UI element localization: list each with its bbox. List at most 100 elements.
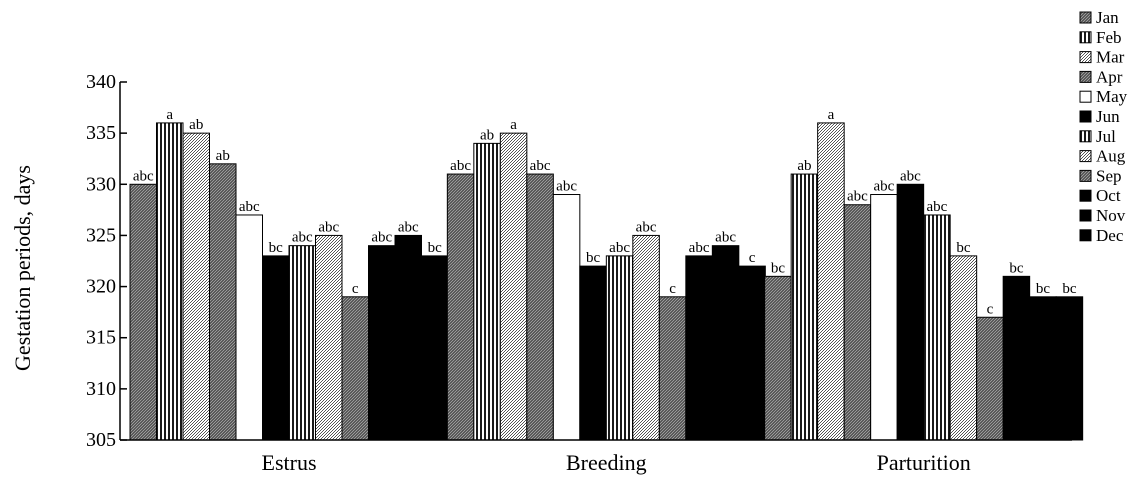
legend-swatch bbox=[1079, 11, 1092, 24]
legend-swatch bbox=[1079, 130, 1092, 143]
bar-breeding-jul bbox=[605, 255, 634, 441]
y-tick-label: 320 bbox=[86, 276, 116, 298]
legend-label: Jul bbox=[1096, 127, 1116, 146]
data-label: bc bbox=[956, 240, 971, 256]
data-label: abc bbox=[636, 219, 657, 235]
bar-parturition-may bbox=[870, 194, 898, 441]
bar-breeding-dec bbox=[738, 265, 766, 441]
bar-parturition-jan bbox=[764, 275, 792, 441]
legend-label: Jun bbox=[1096, 107, 1120, 126]
bar-parturition-dec bbox=[1055, 296, 1084, 441]
bar-parturition-oct bbox=[1002, 275, 1031, 441]
legend-label: Oct bbox=[1096, 186, 1121, 205]
bar-parturition-jul bbox=[923, 214, 951, 441]
y-axis-label: Gestation periods, days bbox=[10, 165, 35, 371]
legend-swatch bbox=[1079, 189, 1092, 202]
data-label: abc bbox=[292, 230, 313, 246]
data-label: abc bbox=[318, 219, 339, 235]
data-label: c bbox=[987, 301, 994, 317]
data-label: a bbox=[166, 107, 173, 123]
legend-label: Feb bbox=[1096, 28, 1122, 47]
data-label: abc bbox=[609, 240, 630, 256]
y-tick-label: 335 bbox=[86, 122, 116, 144]
legend-swatch bbox=[1079, 31, 1092, 44]
bar-breeding-nov bbox=[711, 245, 740, 441]
x-tick-label: Breeding bbox=[566, 450, 647, 475]
data-label: bc bbox=[428, 240, 443, 256]
bar-estrus-aug bbox=[315, 234, 343, 441]
x-tick-label: Estrus bbox=[262, 450, 317, 475]
legend-label: Nov bbox=[1096, 206, 1126, 225]
bar-breeding-oct bbox=[685, 255, 713, 441]
bar-parturition-sep bbox=[976, 316, 1004, 441]
legend-swatch bbox=[1079, 209, 1092, 222]
y-tick-label: 325 bbox=[86, 224, 116, 246]
data-label: abc bbox=[556, 179, 577, 195]
bar-breeding-may bbox=[552, 194, 581, 441]
data-label: abc bbox=[715, 230, 736, 246]
data-label: abc bbox=[398, 219, 419, 235]
data-label: abc bbox=[874, 179, 895, 195]
data-label: abc bbox=[847, 189, 868, 205]
bar-breeding-jan bbox=[446, 173, 475, 441]
y-tick-label: 330 bbox=[86, 173, 116, 195]
bar-parturition-apr bbox=[843, 204, 872, 441]
y-tick-label: 305 bbox=[86, 429, 116, 451]
legend-swatch bbox=[1079, 229, 1092, 242]
bar-breeding-sep bbox=[658, 296, 687, 441]
bar-estrus-sep bbox=[341, 296, 369, 441]
x-axis: Estrus Breeding Parturition bbox=[120, 432, 1072, 475]
bar-breeding-feb bbox=[473, 142, 501, 441]
y-tick-label: 340 bbox=[86, 71, 116, 93]
y-tick-label: 315 bbox=[86, 327, 116, 349]
data-label: c bbox=[352, 281, 359, 297]
bar-parturition-mar bbox=[817, 122, 845, 441]
bar-estrus-dec bbox=[421, 255, 449, 441]
bar-breeding-aug bbox=[632, 234, 660, 441]
data-label: abc bbox=[371, 230, 392, 246]
data-label: bc bbox=[1036, 281, 1051, 297]
x-tick-label: Parturition bbox=[877, 450, 971, 475]
legend-label: Dec bbox=[1096, 226, 1124, 245]
bar-breeding-jun bbox=[579, 265, 607, 441]
legend-swatch bbox=[1079, 51, 1092, 64]
legend-label: Jan bbox=[1096, 8, 1119, 27]
data-label: abc bbox=[900, 168, 921, 184]
bar-parturition-feb bbox=[790, 173, 819, 441]
data-label: abc bbox=[689, 240, 710, 256]
data-label: bc bbox=[1009, 260, 1024, 276]
data-label: abc bbox=[927, 199, 948, 215]
bar-breeding-mar bbox=[499, 132, 528, 441]
legend-swatch bbox=[1079, 70, 1092, 83]
data-label: bc bbox=[586, 250, 601, 266]
y-tick-label: 310 bbox=[86, 378, 116, 400]
bar-parturition-nov bbox=[1029, 296, 1057, 441]
data-label: ab bbox=[216, 148, 230, 164]
data-label: ab bbox=[189, 117, 203, 133]
legend-label: Apr bbox=[1096, 67, 1123, 86]
legend-label: May bbox=[1096, 87, 1128, 106]
data-label: abc bbox=[239, 199, 260, 215]
bar-estrus-jul bbox=[288, 245, 316, 441]
bar-estrus-feb bbox=[156, 122, 184, 441]
bar-estrus-oct bbox=[368, 245, 396, 441]
bar-estrus-jan bbox=[129, 183, 157, 441]
data-label: bc bbox=[269, 240, 284, 256]
legend-swatch bbox=[1079, 110, 1092, 123]
data-label: c bbox=[669, 281, 676, 297]
bar-parturition-jun bbox=[896, 183, 925, 441]
legend-swatch bbox=[1079, 169, 1092, 182]
legend-swatch bbox=[1079, 90, 1092, 103]
legend-label: Sep bbox=[1096, 166, 1122, 185]
bar-breeding-apr bbox=[526, 173, 554, 441]
data-label: abc bbox=[530, 158, 551, 174]
data-label: a bbox=[510, 117, 517, 133]
data-label: abc bbox=[133, 168, 154, 184]
data-label: bc bbox=[771, 260, 786, 276]
bar-estrus-may bbox=[235, 214, 263, 441]
data-label: bc bbox=[1062, 281, 1077, 297]
bars-group bbox=[129, 122, 1084, 441]
data-label: ab bbox=[797, 158, 811, 174]
